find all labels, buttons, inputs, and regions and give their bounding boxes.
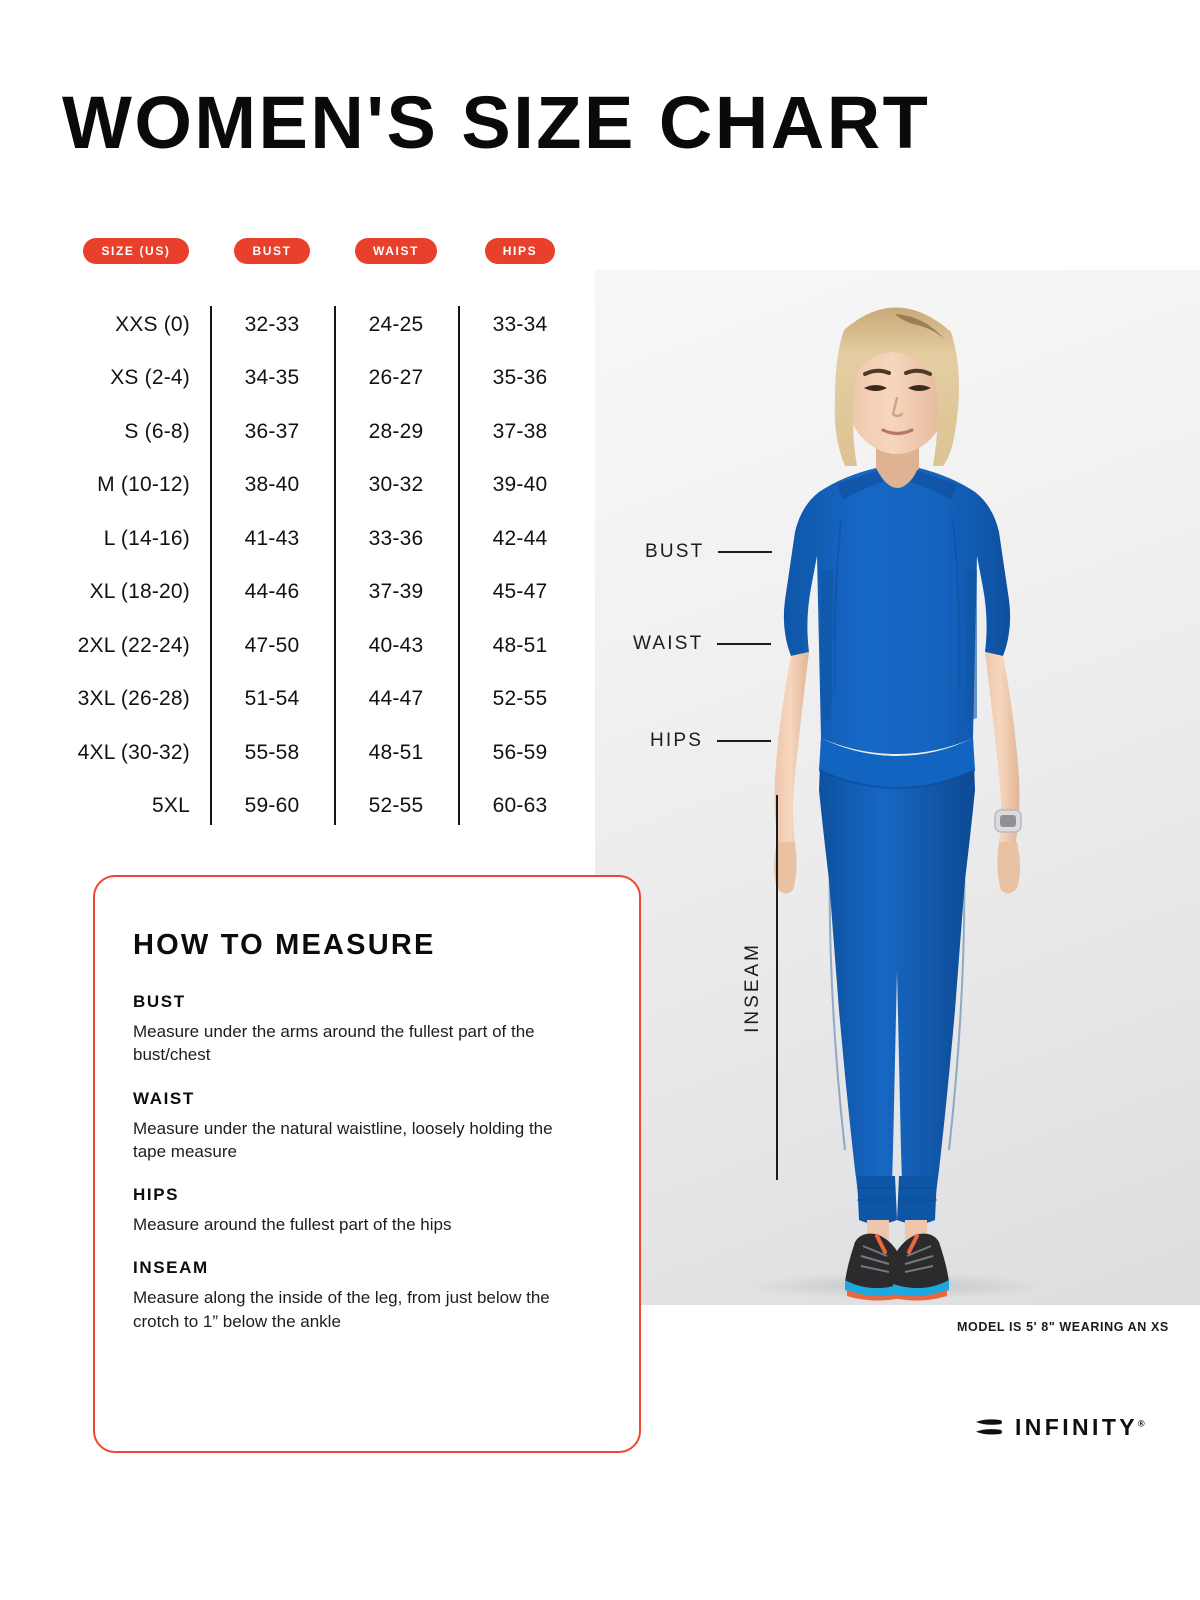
measure-item-bust-body: Measure under the arms around the fulles… [133, 1022, 535, 1065]
callout-hips-label: HIPS [650, 730, 704, 751]
cell-size: 4XL (30-32) [77, 740, 190, 764]
cell-bust: 51-54 [244, 687, 300, 711]
header-cell-size: SIZE (US) [62, 238, 210, 264]
cell-hips: 42-44 [492, 526, 548, 550]
model-illustration [747, 307, 1047, 1301]
table-header-row: SIZE (US) BUST WAIST HIPS [62, 238, 582, 264]
callout-bust-label: BUST [645, 541, 705, 562]
cell-size: S (6-8) [124, 419, 190, 443]
table-row: 2XL (22-24) 47-50 40-43 48-51 [62, 619, 582, 673]
cell-waist: 48-51 [368, 740, 424, 764]
table-row: S (6-8) 36-37 28-29 37-38 [62, 405, 582, 459]
cell-hips: 39-40 [492, 473, 548, 497]
header-pill-hips: HIPS [484, 238, 556, 264]
measure-item-bust: BUST Measure under the arms around the f… [133, 992, 603, 1067]
brand-name: INFINITY® [1015, 1414, 1145, 1441]
cell-waist: 28-29 [368, 419, 424, 443]
column-divider-3 [458, 306, 460, 825]
column-divider-1 [210, 306, 212, 825]
how-to-measure-box: HOW TO MEASURE BUST Measure under the ar… [93, 875, 641, 1453]
cell-size: 5XL [152, 794, 190, 818]
table-body: XXS (0) 32-33 24-25 33-34 XS (2-4) 34-35… [62, 298, 582, 833]
measure-item-hips-body: Measure around the fullest part of the h… [133, 1215, 452, 1235]
cell-bust: 47-50 [244, 633, 300, 657]
cell-hips: 56-59 [492, 740, 548, 764]
callout-bust: BUST [645, 541, 773, 563]
measure-item-hips-head: HIPS [133, 1185, 180, 1205]
measure-item-waist: WAIST Measure under the natural waistlin… [133, 1089, 603, 1164]
cell-bust: 32-33 [244, 312, 300, 336]
cell-size: XXS (0) [115, 312, 190, 336]
callout-inseam-label: INSEAM [742, 942, 763, 1033]
cell-waist: 26-27 [368, 366, 424, 390]
measure-item-inseam: INSEAM Measure along the inside of the l… [133, 1258, 603, 1333]
cell-bust: 41-43 [244, 526, 300, 550]
cell-bust: 44-46 [244, 580, 300, 604]
cell-bust: 36-37 [244, 419, 300, 443]
table-row: M (10-12) 38-40 30-32 39-40 [62, 459, 582, 513]
header-pill-waist: WAIST [355, 238, 437, 264]
cell-hips: 45-47 [492, 580, 548, 604]
table-row: XS (2-4) 34-35 26-27 35-36 [62, 352, 582, 406]
cell-waist: 33-36 [368, 526, 424, 550]
cell-waist: 30-32 [368, 473, 424, 497]
cell-hips: 48-51 [492, 633, 548, 657]
header-cell-waist: WAIST [334, 238, 458, 264]
cell-size: M (10-12) [97, 473, 190, 497]
cell-hips: 60-63 [492, 794, 548, 818]
cell-size: XL (18-20) [89, 580, 190, 604]
header-cell-bust: BUST [210, 238, 334, 264]
page-title: WOMEN'S SIZE CHART [62, 81, 931, 164]
measure-item-inseam-head: INSEAM [133, 1258, 209, 1278]
brand-name-text: INFINITY [1015, 1414, 1139, 1440]
callout-waist: WAIST [633, 633, 772, 655]
cell-waist: 37-39 [368, 580, 424, 604]
measure-item-waist-head: WAIST [133, 1088, 195, 1108]
cell-size: 3XL (26-28) [77, 687, 190, 711]
table-row: XXS (0) 32-33 24-25 33-34 [62, 298, 582, 352]
header-pill-bust: BUST [234, 238, 310, 264]
callout-hips: HIPS [650, 730, 772, 752]
cell-hips: 33-34 [492, 312, 548, 336]
cell-bust: 38-40 [244, 473, 300, 497]
infinity-mark-icon [976, 1418, 1002, 1435]
brand-logo: INFINITY® [972, 1414, 1145, 1441]
how-to-measure-title: HOW TO MEASURE [133, 929, 436, 961]
callout-waist-leader-line [717, 643, 772, 645]
cell-bust: 59-60 [244, 794, 300, 818]
cell-waist: 44-47 [368, 687, 424, 711]
table-row: L (14-16) 41-43 33-36 42-44 [62, 512, 582, 566]
size-chart-table: SIZE (US) BUST WAIST HIPS XXS (0) 32-33 … [62, 238, 582, 833]
table-row: XL (18-20) 44-46 37-39 45-47 [62, 566, 582, 620]
cell-hips: 37-38 [492, 419, 548, 443]
cell-bust: 55-58 [244, 740, 300, 764]
header-cell-hips: HIPS [458, 238, 582, 264]
column-divider-2 [334, 306, 336, 825]
callout-waist-label: WAIST [633, 633, 704, 654]
callout-inseam-rule [776, 795, 778, 1180]
cell-hips: 52-55 [492, 687, 548, 711]
measure-item-waist-body: Measure under the natural waistline, loo… [133, 1118, 553, 1161]
model-photo-panel [595, 270, 1200, 1305]
cell-bust: 34-35 [244, 366, 300, 390]
cell-waist: 40-43 [368, 633, 424, 657]
callout-hips-leader-line [717, 740, 772, 742]
callout-inseam: INSEAM [742, 795, 764, 1180]
table-row: 3XL (26-28) 51-54 44-47 52-55 [62, 673, 582, 727]
model-caption: MODEL IS 5' 8" WEARING AN XS [957, 1320, 1169, 1334]
cell-size: XS (2-4) [110, 366, 190, 390]
table-row: 5XL 59-60 52-55 60-63 [62, 780, 582, 834]
cell-hips: 35-36 [492, 366, 548, 390]
cell-size: 2XL (22-24) [77, 633, 190, 657]
cell-waist: 52-55 [368, 794, 424, 818]
cell-waist: 24-25 [368, 312, 424, 336]
measure-item-hips: HIPS Measure around the fullest part of … [133, 1185, 603, 1236]
measure-item-bust-head: BUST [133, 992, 186, 1011]
cell-size: L (14-16) [103, 526, 190, 550]
table-row: 4XL (30-32) 55-58 48-51 56-59 [62, 726, 582, 780]
header-pill-size: SIZE (US) [83, 238, 189, 264]
measure-item-inseam-body: Measure along the inside of the leg, fro… [133, 1288, 550, 1331]
callout-bust-leader-line [718, 551, 773, 553]
brand-trademark: ® [1138, 1418, 1145, 1429]
